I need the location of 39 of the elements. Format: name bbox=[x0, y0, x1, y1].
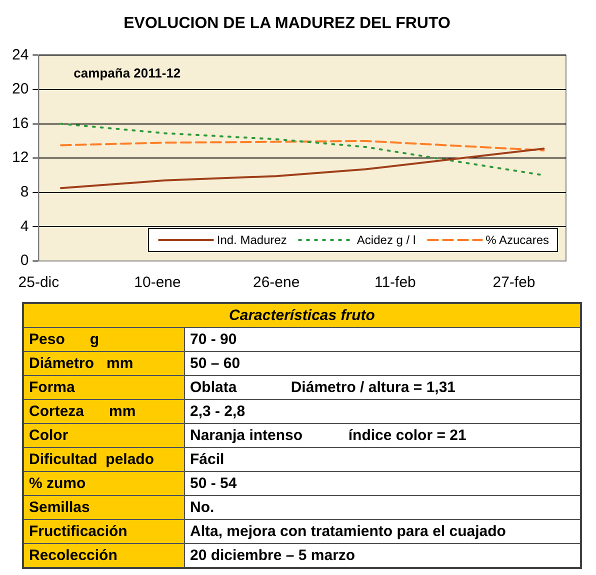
text: Naranja intenso índice color = 21 bbox=[184, 424, 581, 448]
category-label: % zumo bbox=[23, 472, 184, 496]
y-tick-label: 20 bbox=[12, 80, 29, 98]
category-label: Fructificación bbox=[23, 520, 184, 544]
legend-label: % Azucares bbox=[486, 233, 549, 247]
legend-label: Acidez g / l bbox=[356, 233, 416, 247]
x-tick-label: 26-ene bbox=[252, 274, 300, 292]
category-label: Peso g bbox=[23, 328, 184, 352]
category-label: Dificultad pelado bbox=[23, 448, 184, 472]
y-tick-label: 16 bbox=[12, 114, 29, 132]
y-tick-label: 24 bbox=[12, 46, 29, 64]
category-label: Corteza mm bbox=[23, 400, 184, 424]
x-tick-label: 25-dic bbox=[18, 274, 60, 292]
y-tick-label: 0 bbox=[20, 252, 29, 270]
legend-label: Ind. Madurez bbox=[216, 233, 287, 247]
x-tick-label: 11-feb bbox=[374, 274, 416, 292]
category-label: Semillas bbox=[23, 496, 184, 520]
category-label: Recolección bbox=[23, 544, 184, 568]
text: Oblata Diámetro / altura = 1,31 bbox=[184, 376, 581, 400]
category-label: Diámetro mm bbox=[23, 352, 184, 376]
chart-title: EVOLUCION DE LA MADUREZ DEL FRUTO bbox=[124, 15, 450, 32]
category-label: Color bbox=[23, 424, 184, 448]
x-tick-label: 10-ene bbox=[134, 274, 181, 292]
text: 50 – 60 bbox=[184, 352, 581, 376]
y-tick-label: 4 bbox=[20, 218, 29, 235]
text: Alta, mejora con tratamiento para el cuajado bbox=[184, 520, 581, 544]
text: Fácil bbox=[184, 448, 581, 472]
text: 2,3 - 2,8 bbox=[184, 400, 581, 424]
text: 20 diciembre – 5 marzo bbox=[184, 544, 581, 568]
y-tick-label: 8 bbox=[20, 184, 29, 201]
text: Características fruto bbox=[23, 303, 581, 328]
text: 70 - 90 bbox=[184, 328, 581, 352]
text: No. bbox=[184, 496, 581, 520]
annotation: campaña 2011-12 bbox=[74, 65, 181, 80]
x-tick-label: 27-feb bbox=[492, 274, 536, 292]
line-series bbox=[60, 140, 545, 152]
text: 50 - 54 bbox=[184, 472, 581, 496]
y-tick-label: 12 bbox=[12, 149, 29, 166]
category-label: Forma bbox=[23, 376, 184, 400]
